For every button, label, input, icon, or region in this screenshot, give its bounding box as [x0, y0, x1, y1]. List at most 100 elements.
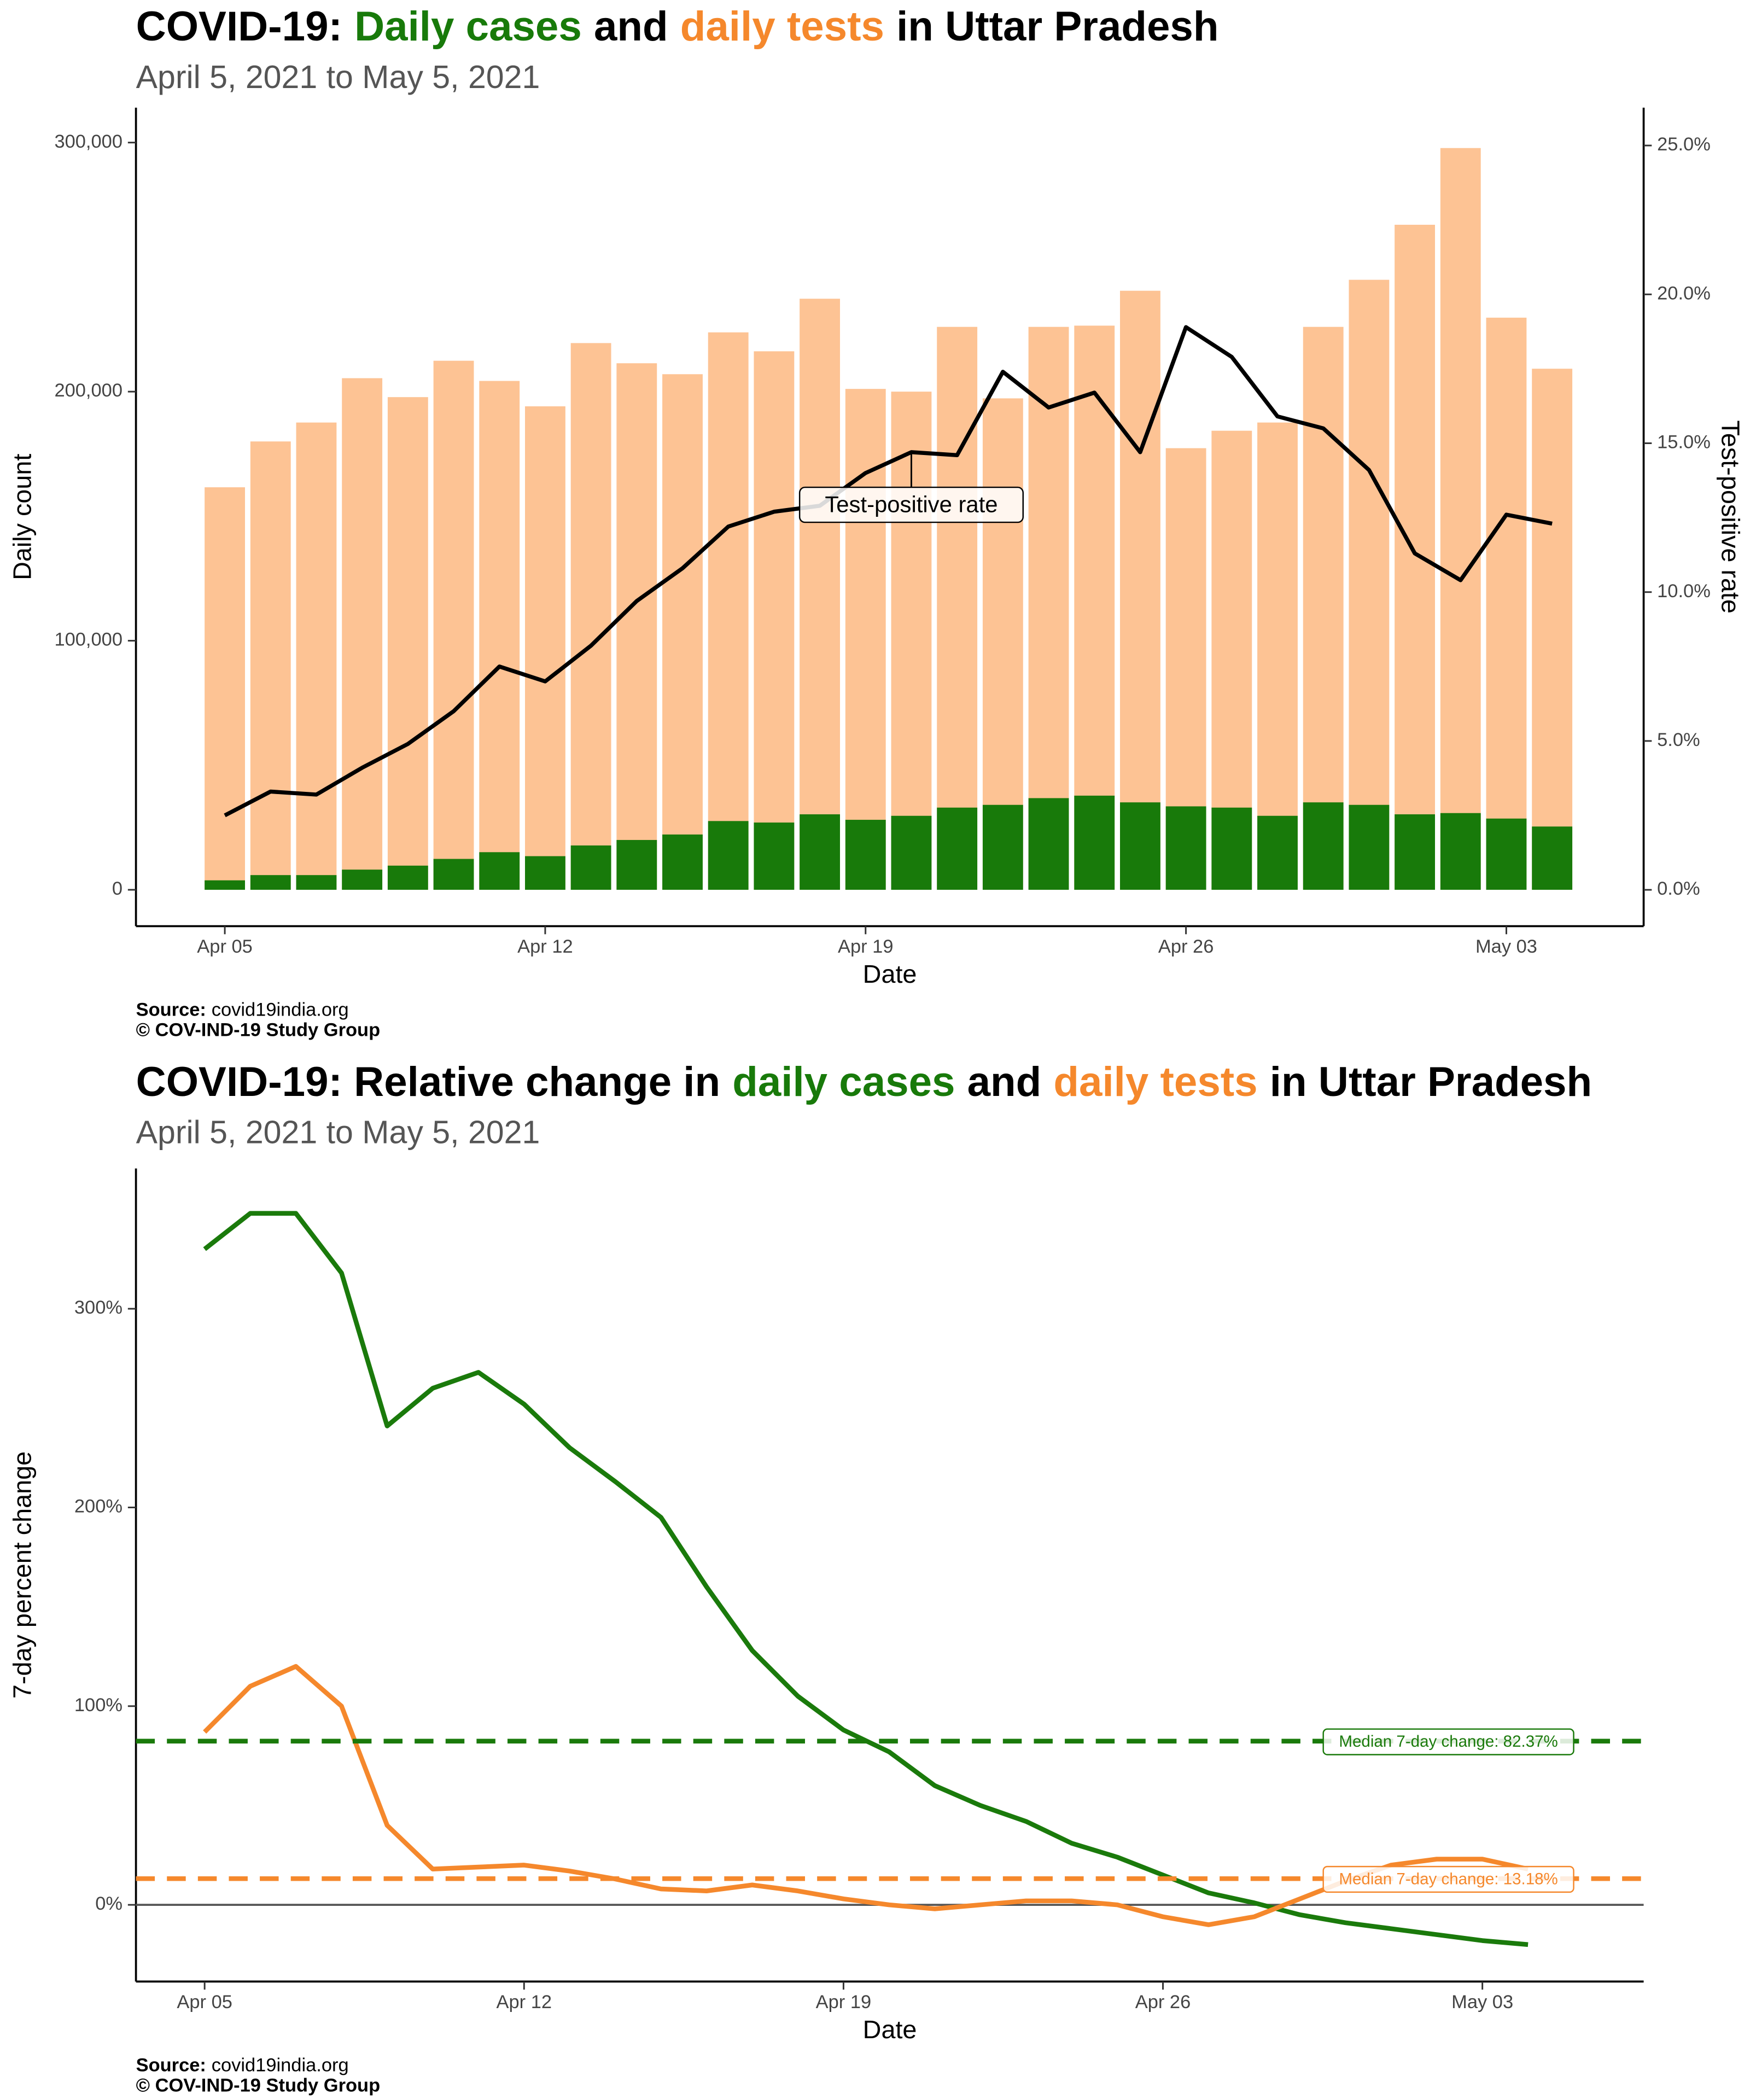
chart-title: COVID-19: Relative change in daily cases a… — [136, 1059, 1592, 1105]
bar — [662, 374, 703, 890]
bar — [525, 406, 565, 890]
y2-tick-label: 5.0% — [1657, 730, 1700, 750]
chart: COVID-19: Relative change in daily cases a… — [8, 1059, 1644, 2096]
x-tick-label: May 03 — [1451, 1992, 1513, 2012]
bar — [1120, 802, 1160, 890]
title-part: daily tests — [1053, 1059, 1257, 1105]
bar — [1303, 802, 1344, 890]
title-part: COVID-19: Relative change in — [136, 1059, 720, 1105]
bar — [1349, 804, 1390, 890]
bar — [342, 378, 383, 890]
source: Source: covid19india.org — [136, 2055, 349, 2076]
x-tick-label: Apr 12 — [517, 936, 573, 957]
bar — [891, 815, 932, 890]
x-tick-label: Apr 05 — [197, 936, 253, 957]
bar — [387, 397, 428, 890]
bar — [1165, 806, 1206, 890]
bar — [754, 822, 795, 890]
bar — [845, 389, 886, 890]
x-tick-label: Apr 19 — [816, 1992, 872, 2012]
line — [203, 1211, 1529, 1947]
x-tick-label: May 03 — [1475, 936, 1537, 957]
bar — [433, 859, 474, 890]
bar — [616, 839, 657, 890]
y-tick-label: 100,000 — [54, 629, 122, 650]
copyright: © COV-IND-19 Study Group — [136, 2075, 381, 2096]
line — [203, 1664, 1529, 1927]
chart-subtitle: April 5, 2021 to May 5, 2021 — [136, 1115, 540, 1151]
y-tick-label: 200% — [74, 1496, 122, 1517]
annotation: Test-positive rate — [825, 492, 998, 517]
bar — [387, 865, 428, 890]
bar — [433, 360, 474, 890]
y-tick-label: 200,000 — [54, 380, 122, 401]
bar — [570, 845, 611, 890]
source-label: Source: — [136, 2055, 206, 2076]
bar — [479, 852, 520, 890]
title-part: in Uttar Pradesh — [1270, 1059, 1592, 1105]
y2-tick-label: 20.0% — [1657, 283, 1711, 304]
source: Source: covid19india.org — [136, 1000, 349, 1020]
bar — [296, 422, 337, 890]
y2-tick-label: 10.0% — [1657, 581, 1711, 602]
bar — [937, 326, 978, 890]
annotation-box — [798, 486, 1024, 523]
bar — [1028, 798, 1069, 890]
bar — [937, 807, 978, 890]
x-axis-title: Date — [863, 2015, 917, 2044]
bar — [1257, 815, 1298, 890]
y-axis-title: 7-day percent change — [8, 1451, 37, 1699]
bar — [205, 487, 245, 890]
bar — [845, 820, 886, 890]
chart: COVID-19: Daily cases and daily tests in Utt… — [8, 3, 1745, 1040]
y2-axis-title: Test-positive rate — [1716, 421, 1745, 614]
median-label-box — [1322, 1728, 1574, 1755]
x-tick-label: Apr 26 — [1135, 1992, 1191, 2012]
title-part: daily tests — [680, 3, 884, 50]
source-text: covid19india.org — [212, 1000, 349, 1020]
source-label: Source: — [136, 1000, 206, 1020]
bar — [1486, 317, 1527, 890]
bar — [754, 351, 795, 890]
bar — [662, 834, 703, 890]
bar — [250, 875, 291, 890]
x-tick-label: Apr 26 — [1158, 936, 1214, 957]
bar — [1303, 326, 1344, 890]
bar — [1074, 795, 1115, 890]
bar — [296, 875, 337, 890]
bar — [342, 870, 383, 890]
y-axis-title: Daily count — [8, 454, 37, 580]
title-part: in Uttar Pradesh — [896, 3, 1218, 50]
bar — [1440, 813, 1481, 890]
bar — [800, 814, 840, 890]
y2-tick-label: 0.0% — [1657, 878, 1700, 899]
bar — [205, 880, 245, 890]
bar — [1395, 224, 1435, 890]
source-text: covid19india.org — [212, 2055, 349, 2076]
line — [224, 325, 1553, 818]
bar — [1486, 818, 1527, 890]
bar — [1440, 148, 1481, 890]
bar — [982, 804, 1023, 890]
bar — [708, 821, 749, 890]
title-part: and — [967, 1059, 1042, 1105]
y-tick-label: 300,000 — [54, 131, 122, 152]
bar — [1532, 369, 1573, 890]
y2-tick-label: 15.0% — [1657, 432, 1711, 453]
bar — [1028, 326, 1069, 890]
bar — [479, 381, 520, 890]
title-part: Daily cases — [354, 3, 582, 50]
bar — [525, 856, 565, 890]
bar — [1395, 814, 1435, 890]
bar — [1257, 422, 1298, 890]
bar — [1349, 279, 1390, 890]
y-tick-label: 0 — [112, 878, 122, 899]
median-label: Median 7-day change: 82.37% — [1339, 1732, 1558, 1751]
y-tick-label: 100% — [74, 1695, 122, 1716]
x-axis-title: Date — [863, 960, 917, 988]
chart-subtitle: April 5, 2021 to May 5, 2021 — [136, 59, 540, 95]
x-tick-label: Apr 12 — [497, 1992, 552, 2012]
bar — [570, 343, 611, 890]
